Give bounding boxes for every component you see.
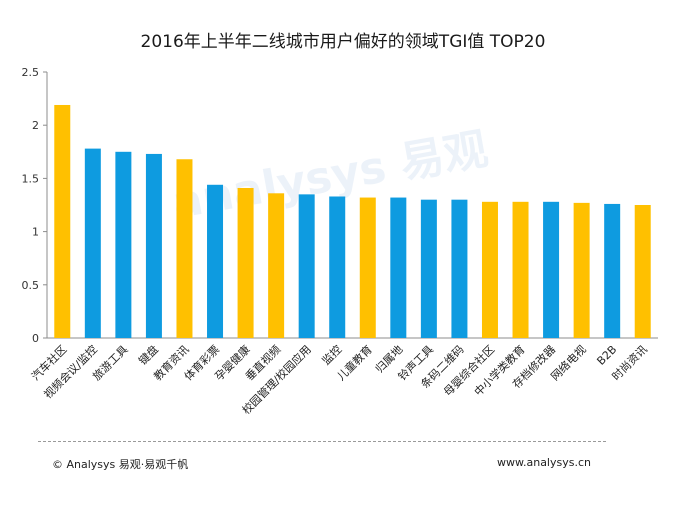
bar <box>390 197 407 338</box>
bar <box>573 202 590 338</box>
bar <box>145 153 162 338</box>
bar <box>512 201 529 338</box>
x-tick-label: 监控 <box>319 342 344 367</box>
bar <box>237 187 254 338</box>
bar <box>481 201 498 338</box>
bar <box>84 148 101 338</box>
bar <box>359 197 376 338</box>
bar <box>207 184 224 338</box>
bar <box>298 194 315 338</box>
bar <box>268 193 285 338</box>
footer-divider <box>38 441 606 442</box>
bar <box>634 205 651 338</box>
bar <box>329 196 346 338</box>
bar <box>54 104 71 338</box>
bar <box>176 159 193 338</box>
bar <box>420 199 437 338</box>
bars <box>54 104 651 338</box>
x-tick-label: B2B <box>594 343 619 368</box>
y-tick-label: 2 <box>32 119 39 132</box>
y-tick-label: 1 <box>32 226 39 239</box>
y-tick-label: 0.5 <box>22 279 40 292</box>
bar <box>115 151 132 338</box>
footer-source: © Analysys 易观·易观千帆 <box>52 458 189 471</box>
bar <box>451 199 468 338</box>
y-tick-label: 1.5 <box>22 172 40 185</box>
bar <box>604 203 621 338</box>
bar <box>543 201 560 338</box>
footer-website: www.analysys.cn <box>497 456 591 469</box>
y-tick-label: 0 <box>32 332 39 345</box>
x-tick-label: 键盘 <box>136 342 161 367</box>
chart-title: 2016年上半年二线城市用户偏好的领域TGI值 TOP20 <box>140 32 546 52</box>
y-tick-label: 2.5 <box>22 66 40 79</box>
